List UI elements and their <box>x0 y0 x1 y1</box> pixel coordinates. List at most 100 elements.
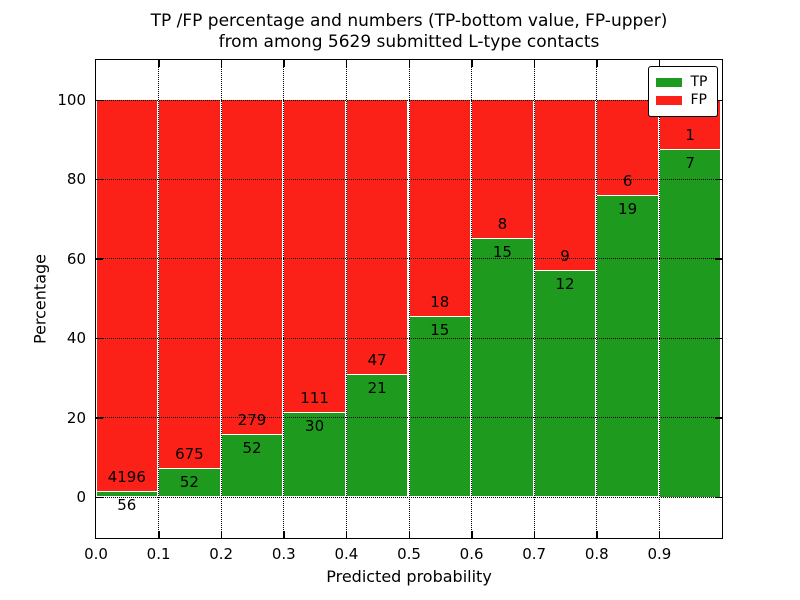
tp-bar-segment <box>471 237 534 497</box>
fp-count-label: 18 <box>430 293 450 312</box>
x-tick-label: 0.2 <box>209 545 234 563</box>
vertical-gridline <box>283 59 285 538</box>
y-tick-mark <box>714 178 722 181</box>
tp-count-label: 15 <box>430 321 450 340</box>
x-tick-mark <box>533 59 536 67</box>
y-tick-label: 0 <box>76 488 86 506</box>
vertical-gridline <box>533 59 535 538</box>
x-tick-mark <box>158 530 160 538</box>
vertical-gridline <box>158 59 160 538</box>
x-tick-mark <box>345 59 348 67</box>
y-tick-label: 20 <box>66 408 86 427</box>
y-tick-mark <box>714 417 722 419</box>
x-tick-mark <box>220 530 223 538</box>
fp-bar-segment <box>220 99 284 435</box>
vertical-gridline <box>471 59 473 538</box>
legend-label: FP <box>690 91 708 108</box>
fp-bar-segment <box>471 99 534 238</box>
fp-bar-segment <box>95 99 159 492</box>
fp-count-label: 6 <box>622 171 633 190</box>
x-tick-mark <box>596 530 598 538</box>
x-tick-mark <box>220 59 223 67</box>
fp-bar-segment <box>283 99 346 413</box>
fp-count-label: 47 <box>367 350 387 369</box>
y-tick-mark <box>714 496 722 498</box>
legend-label: TP <box>690 73 708 90</box>
x-tick-mark <box>345 530 348 538</box>
x-axis-label: Predicted probability <box>326 567 492 586</box>
x-tick-mark <box>596 59 598 67</box>
fp-count-label: 279 <box>237 411 267 430</box>
fp-count-label: 675 <box>175 445 204 464</box>
chart-title-line2: from among 5629 submitted L-type contact… <box>218 32 600 52</box>
x-tick-label: 0.5 <box>397 545 421 563</box>
x-tick-label: 0.6 <box>459 545 484 563</box>
fp-count-label: 9 <box>560 246 570 265</box>
tp-count-label: 52 <box>179 473 199 492</box>
tp-bar-segment <box>596 194 659 497</box>
y-tick-mark <box>95 337 103 340</box>
x-tick-mark <box>533 530 536 538</box>
plot-area: 4196 56 675 52 279 52 111 30 47 21 18 15 8 15 9 12 6 19 1 7 <box>95 59 722 538</box>
tp-count-label: 19 <box>618 199 638 218</box>
tp-bar-segment <box>533 269 597 497</box>
y-tick-mark <box>714 337 722 340</box>
legend-entry: TP <box>655 73 708 90</box>
vertical-gridline <box>596 59 598 538</box>
x-tick-mark <box>408 530 410 538</box>
x-tick-label: 0.1 <box>146 545 171 563</box>
x-tick-label: 0.9 <box>647 545 672 563</box>
y-tick-label: 80 <box>66 170 86 189</box>
x-tick-mark <box>283 530 285 538</box>
fp-count-label: 4196 <box>107 468 146 487</box>
fp-bar-segment <box>345 99 409 374</box>
tp-count-label: 56 <box>117 496 137 515</box>
vertical-gridline <box>220 59 222 538</box>
x-tick-mark <box>283 59 285 67</box>
fp-count-label: 1 <box>685 126 695 145</box>
chart-title-line1: TP /FP percentage and numbers (TP-bottom… <box>150 11 668 31</box>
y-tick-mark <box>95 178 103 181</box>
tp-bar-segment <box>345 373 409 497</box>
tp-count-label: 15 <box>492 242 512 261</box>
tp-bar-segment <box>283 412 346 497</box>
tp-count-label: 52 <box>242 439 262 458</box>
fp-bar-segment <box>533 99 597 270</box>
tp-bar-segment <box>95 491 159 497</box>
legend-color-patch-fp <box>655 95 682 105</box>
tp-bar-segment <box>220 434 284 497</box>
x-tick-label: 0.8 <box>584 545 609 563</box>
y-tick-label: 40 <box>66 329 86 348</box>
legend: TP FP <box>647 65 718 117</box>
y-tick-mark <box>714 99 722 101</box>
tp-bar-segment <box>408 316 472 497</box>
tp-count-label: 21 <box>367 378 387 397</box>
y-tick-mark <box>95 99 103 101</box>
x-tick-mark <box>158 59 160 67</box>
x-tick-mark <box>471 530 473 538</box>
legend-entry: FP <box>655 91 708 108</box>
fp-count-label: 111 <box>300 389 329 408</box>
y-tick-mark <box>95 258 103 260</box>
x-tick-label: 0.7 <box>522 545 547 563</box>
fp-bar-segment <box>408 99 472 317</box>
vertical-gridline <box>658 59 660 538</box>
plot-frame: 4196 56 675 52 279 52 111 30 47 21 18 15 8 15 9 12 6 19 1 7… <box>94 58 723 539</box>
x-tick-label: 0.3 <box>271 545 296 563</box>
y-tick-label: 60 <box>66 249 86 268</box>
x-tick-mark <box>658 59 661 67</box>
tp-count-label: 12 <box>555 274 575 293</box>
x-tick-label: 0.0 <box>84 545 108 563</box>
y-tick-mark <box>95 417 103 419</box>
fp-bar-segment <box>158 99 221 469</box>
legend-color-patch-tp <box>655 77 682 87</box>
y-tick-mark <box>714 258 722 260</box>
vertical-gridline <box>345 59 347 538</box>
tp-bar-segment <box>658 149 722 497</box>
chart-title: TP /FP percentage and numbers (TP-bottom… <box>96 11 722 53</box>
x-tick-mark <box>471 59 473 67</box>
y-tick-mark <box>95 496 103 498</box>
fp-count-label: 8 <box>497 214 508 233</box>
x-tick-mark <box>658 530 661 538</box>
